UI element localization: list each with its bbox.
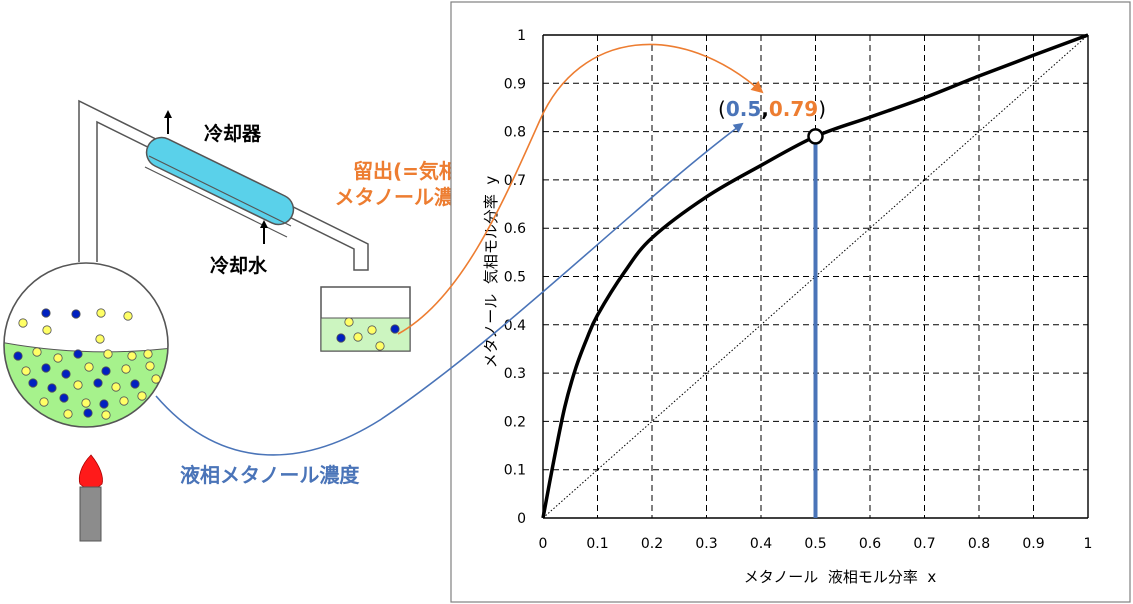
molecule-dot [111, 382, 121, 392]
x-tick-label: 0.8 [968, 536, 990, 552]
x-tick-label: 0.3 [695, 536, 717, 552]
distillation-tube [78, 99, 369, 271]
molecule-dot [61, 369, 71, 379]
x-tick-label: 0.4 [750, 536, 772, 552]
molecule-dot [59, 393, 69, 403]
molecule-dot [53, 353, 63, 363]
flask [3, 262, 169, 428]
molecule-dot [119, 396, 129, 406]
molecule-dot [39, 397, 49, 407]
condenser-label: 冷却器 [204, 122, 262, 145]
molecule-dot [99, 399, 109, 409]
y-tick-label: 0.8 [504, 125, 526, 141]
y-tick-label: 1 [517, 28, 526, 44]
molecule-dot [353, 332, 363, 342]
molecule-dot [83, 408, 93, 418]
distillate-to-y-connector [397, 43, 764, 335]
receiver-beaker [320, 286, 411, 352]
molecule-dot [18, 318, 28, 328]
molecule-dot [145, 361, 155, 371]
x-tick-label: 0.1 [586, 536, 608, 552]
distillation-apparatus: 冷却器 冷却水 留出(=気相) メタノール濃度 液相メタノール濃度 [3, 99, 475, 542]
molecule-dot [95, 334, 105, 344]
y-axis-label: メタノール 気相モル分率 y [482, 176, 500, 369]
molecule-dot [47, 383, 57, 393]
distillate-label-line1: 留出(=気相) [353, 159, 468, 183]
molecule-dot [101, 410, 111, 420]
molecule-dot [42, 325, 52, 335]
molecule-dot [81, 398, 91, 408]
y-tick-label: 0.9 [504, 76, 526, 92]
flame-icon [78, 454, 103, 490]
x-tick-label: 0 [539, 536, 548, 552]
point-annotation: (0.5,0.79) [718, 97, 826, 121]
molecule-dot [151, 374, 161, 384]
molecule-dot [101, 366, 111, 376]
y-tick-label: 0.6 [504, 221, 526, 237]
molecule-dot [71, 309, 81, 319]
x-tick-label: 0.5 [804, 536, 826, 552]
molecule-dot [130, 379, 140, 389]
cooling-water-label: 冷却水 [210, 254, 268, 277]
x-tick-label: 0.9 [1022, 536, 1044, 552]
x-tick-label: 0.6 [859, 536, 881, 552]
molecule-dot [143, 349, 153, 359]
x-tick-label: 0.2 [641, 536, 663, 552]
molecule-dot [103, 349, 113, 359]
molecule-dot [137, 391, 147, 401]
molecule-dot [390, 324, 400, 334]
molecule-dot [73, 380, 83, 390]
chart-frame [450, 1, 1131, 603]
molecule-dot [41, 363, 51, 373]
molecule-dot [28, 378, 38, 388]
vle-chart: 0 0.1 0.2 0.3 0.4 0.5 0.6 0.7 0.8 0.9 1 0 0.1 0.2 0.3 0… [482, 28, 1092, 586]
molecule-dot [123, 311, 133, 321]
molecule-dot [375, 341, 385, 351]
y-tick-label: 0.1 [504, 463, 526, 479]
equilibrium-curve [541, 33, 1089, 519]
molecule-dot [367, 325, 377, 335]
x-tick-label: 0.7 [913, 536, 935, 552]
molecule-dot [73, 349, 83, 359]
y-tick-label: 0.2 [504, 414, 526, 430]
y-tick-label: 0 [517, 511, 526, 527]
molecule-dot [96, 308, 106, 318]
molecule-dot [127, 351, 137, 361]
molecule-dot [32, 347, 42, 357]
series [541, 33, 1089, 519]
molecule-dot [84, 362, 94, 372]
beaker-molecules [336, 317, 400, 351]
highlight-point-marker [807, 128, 824, 145]
tick-labels: 0 0.1 0.2 0.3 0.4 0.5 0.6 0.7 0.8 0.9 1 0 0.1 0.2 0.3 0… [504, 28, 1093, 552]
y-tick-label: 0.4 [504, 318, 526, 334]
molecule-dot [21, 366, 31, 376]
y-tick-label: 0.3 [504, 366, 526, 382]
molecule-dot [344, 317, 354, 327]
liquid-concentration-label: 液相メタノール濃度 [180, 463, 360, 487]
x-tick-label: 1 [1084, 536, 1093, 552]
flask-molecules [13, 308, 161, 420]
x-axis-label: メタノール 液相モル分率 x [744, 568, 937, 586]
molecule-dot [63, 409, 73, 419]
molecule-dot [336, 333, 346, 343]
condenser [144, 136, 295, 238]
molecule-dot [13, 351, 23, 361]
liquid-to-x-connector [155, 122, 744, 456]
molecule-dot [121, 364, 131, 374]
y-tick-label: 0.5 [504, 270, 526, 286]
burner-body [79, 486, 102, 542]
burner [78, 454, 103, 542]
molecule-dot [93, 378, 103, 388]
y-tick-label: 0.7 [504, 173, 526, 189]
molecule-dot [41, 308, 51, 318]
